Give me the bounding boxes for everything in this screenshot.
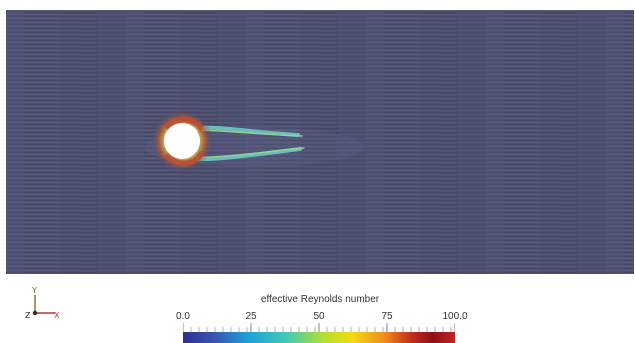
orientation-axes: Y Z X [22, 287, 72, 327]
color-legend: 0.0 25 50 75 100.0 [176, 311, 468, 343]
colorbar-tick-100: 100.0 [442, 311, 468, 322]
axis-z-label: Z [25, 311, 31, 320]
flow-field-render [6, 10, 634, 274]
axis-y-label: Y [32, 286, 37, 295]
cylinder-body [164, 123, 200, 159]
flow-background [6, 10, 634, 274]
cylinder-red-band [164, 116, 204, 132]
colorbar-tick-0: 0.0 [176, 311, 190, 322]
axis-x-label: X [54, 311, 60, 320]
colorbar-gradient [183, 332, 455, 343]
cylinder-red-band-lower [164, 151, 204, 167]
flow-field-view [6, 10, 634, 274]
colorbar-tick-75: 75 [381, 311, 393, 322]
colorbar-title: effective Reynolds number [260, 294, 380, 305]
colorbar-tick-25: 25 [245, 311, 257, 322]
colorbar-minor-ticks [183, 323, 455, 332]
orientation-axes-icon [32, 295, 55, 316]
colorbar-tick-50: 50 [313, 311, 325, 322]
